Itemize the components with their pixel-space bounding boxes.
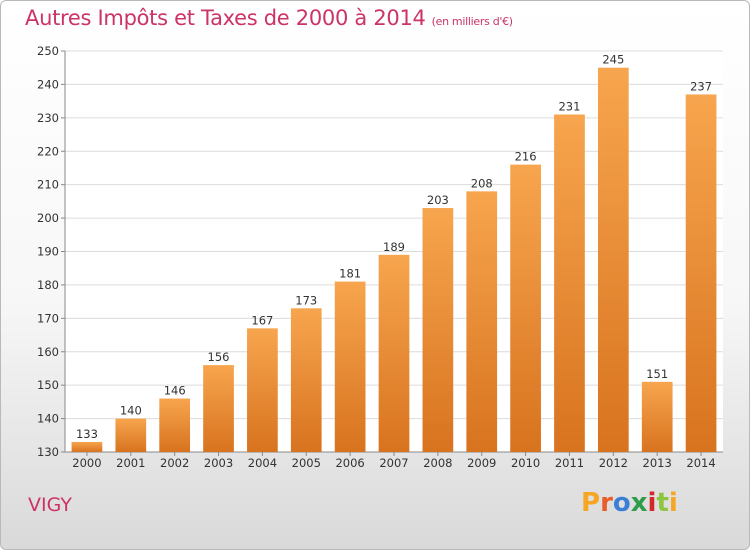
- bar: [203, 365, 234, 452]
- bar-value-label: 203: [427, 193, 449, 207]
- y-tick-label: 140: [37, 412, 59, 426]
- bar-value-label: 173: [295, 293, 317, 307]
- bar: [422, 208, 454, 452]
- logo-letter: i: [668, 488, 678, 518]
- logo-letter: i: [647, 488, 657, 518]
- y-tick-label: 190: [37, 245, 59, 259]
- bar-value-label: 140: [120, 404, 142, 418]
- bar: [247, 328, 278, 452]
- bar: [554, 114, 585, 452]
- bar: [466, 191, 498, 452]
- x-tick-label: 2002: [160, 456, 189, 470]
- x-tick-label: 2009: [467, 456, 496, 470]
- bar-value-label: 146: [164, 384, 186, 398]
- proxiti-logo[interactable]: Proxiti: [581, 488, 678, 518]
- x-tick-label: 2003: [204, 456, 233, 470]
- x-tick-label: 2011: [555, 456, 584, 470]
- bar-value-label: 167: [251, 313, 273, 327]
- y-tick-label: 180: [37, 278, 59, 292]
- logo-letter: o: [612, 488, 631, 518]
- x-tick-label: 2006: [335, 456, 364, 470]
- x-tick-label: 2001: [116, 456, 145, 470]
- y-tick-label: 240: [37, 77, 59, 91]
- bar: [71, 441, 103, 452]
- bar: [641, 381, 673, 452]
- x-tick-label: 2000: [72, 456, 101, 470]
- x-tick-label: 2005: [292, 456, 321, 470]
- bar: [510, 164, 541, 452]
- y-tick-label: 210: [37, 178, 59, 192]
- x-tick-label: 2014: [686, 456, 715, 470]
- y-tick-label: 200: [37, 211, 59, 225]
- x-tick-label: 2004: [248, 456, 277, 470]
- x-tick-label: 2013: [643, 456, 672, 470]
- bar: [378, 254, 410, 452]
- bar-value-label: 208: [471, 176, 493, 190]
- bar-value-label: 216: [515, 150, 537, 164]
- y-tick-label: 250: [37, 44, 59, 58]
- bar-value-label: 189: [383, 240, 405, 254]
- bar-value-label: 245: [602, 53, 624, 67]
- logo-letter: x: [630, 488, 648, 518]
- logo-letter: r: [600, 488, 613, 518]
- bar: [685, 94, 717, 453]
- bar: [597, 67, 629, 452]
- logo-letter: P: [581, 488, 601, 518]
- x-tick-label: 2008: [423, 456, 452, 470]
- bar-value-label: 156: [208, 350, 230, 364]
- y-tick-label: 220: [37, 144, 59, 158]
- y-tick-label: 130: [37, 445, 59, 459]
- chart-unit-note: (en milliers d'€): [431, 15, 513, 28]
- x-tick-label: 2007: [379, 456, 408, 470]
- bar-value-label: 181: [339, 267, 361, 281]
- bar: [290, 308, 322, 452]
- bar-value-label: 231: [558, 99, 580, 113]
- y-tick-label: 150: [37, 378, 59, 392]
- logo-letter: t: [656, 488, 669, 518]
- chart-title-text: Autres Impôts et Taxes de 2000 à 2014: [25, 6, 426, 30]
- chart-title: Autres Impôts et Taxes de 2000 à 2014 (en…: [25, 6, 513, 30]
- y-tick-label: 160: [37, 345, 59, 359]
- y-tick-label: 170: [37, 311, 59, 325]
- bar-value-label: 133: [76, 427, 98, 441]
- y-tick-label: 230: [37, 111, 59, 125]
- town-name: VIGY: [28, 494, 72, 516]
- x-tick-label: 2010: [511, 456, 540, 470]
- bar: [159, 398, 191, 452]
- bar: [115, 418, 147, 452]
- bar: [334, 281, 366, 452]
- bar-value-label: 151: [646, 367, 668, 381]
- x-tick-label: 2012: [599, 456, 628, 470]
- bar-value-label: 237: [690, 79, 712, 93]
